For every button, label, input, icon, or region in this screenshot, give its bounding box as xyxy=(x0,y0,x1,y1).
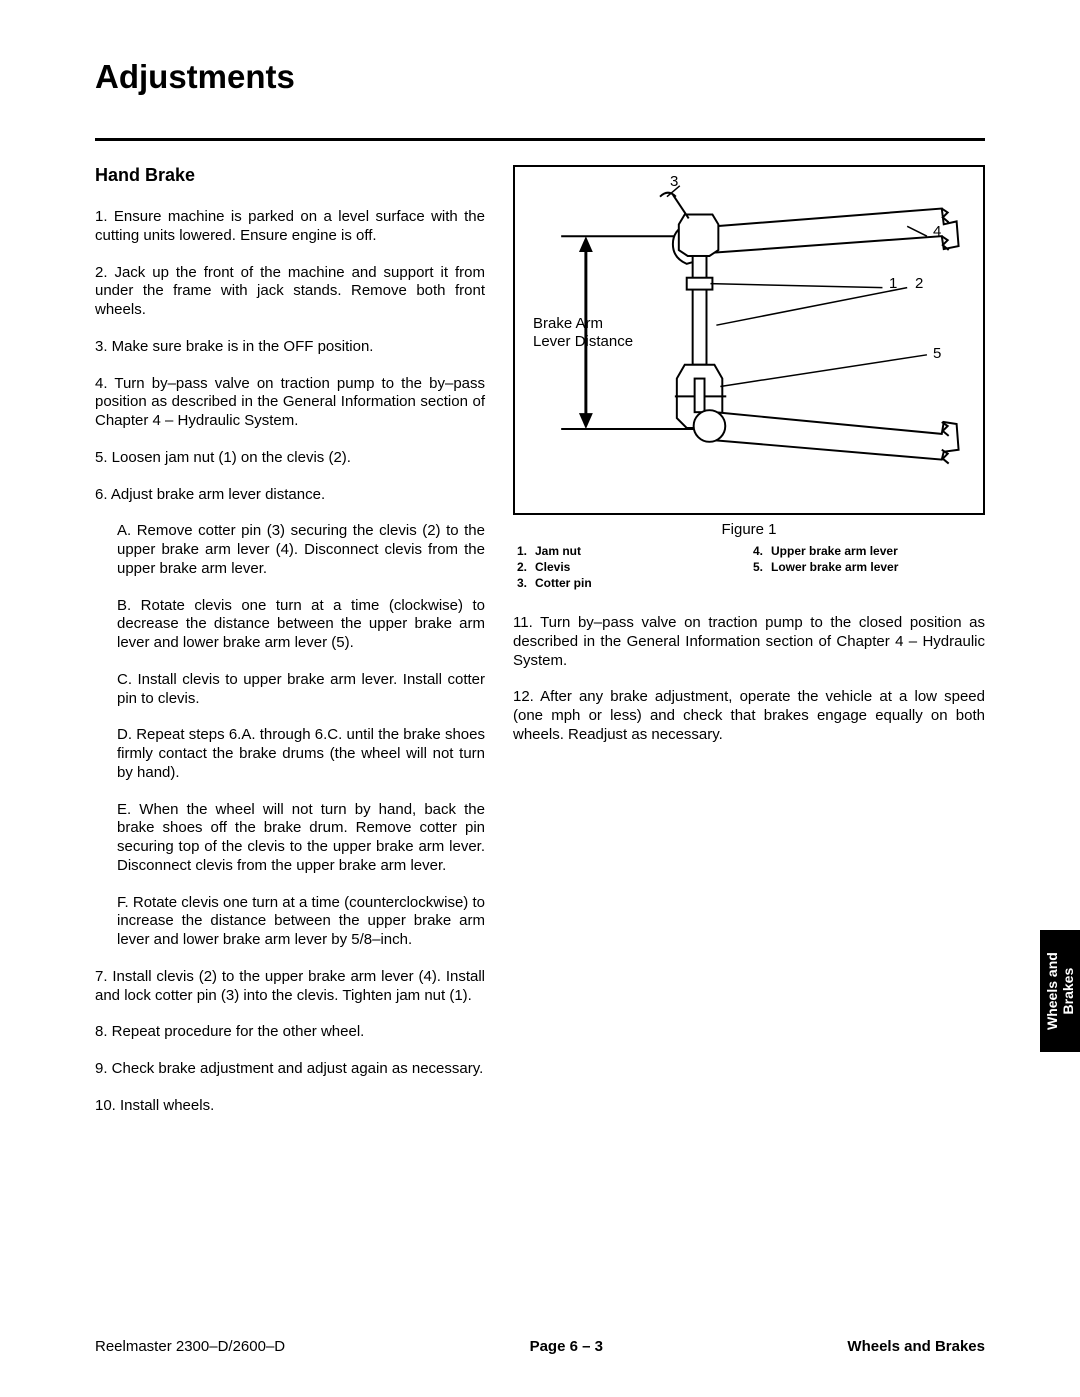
step-6c: C. Install clevis to upper brake arm lev… xyxy=(117,671,485,709)
legend-text: Clevis xyxy=(535,560,570,574)
step-6b: B. Rotate clevis one turn at a time (clo… xyxy=(117,597,485,653)
step-5: 5. Loosen jam nut (1) on the clevis (2). xyxy=(95,449,485,468)
section-tab: Wheels and Brakes xyxy=(1040,930,1080,1052)
step-6a: A. Remove cotter pin (3) securing the cl… xyxy=(117,522,485,578)
figure-caption: Figure 1 xyxy=(513,521,985,538)
legend-num: 2. xyxy=(513,560,527,574)
step-4: 4. Turn by–pass valve on traction pump t… xyxy=(95,375,485,431)
footer-left: Reelmaster 2300–D/2600–D xyxy=(95,1338,285,1355)
brake-arm-label-2: Lever Distance xyxy=(533,333,633,351)
page: Adjustments Hand Brake 1. Ensure machine… xyxy=(0,0,1080,1397)
legend-right: 4. Upper brake arm lever 5. Lower brake ar… xyxy=(749,544,985,592)
left-column: Hand Brake 1. Ensure machine is parked o… xyxy=(95,165,485,1134)
legend-text: Cotter pin xyxy=(535,576,592,590)
step-1: 1. Ensure machine is parked on a level s… xyxy=(95,208,485,246)
callout-4: 4 xyxy=(933,223,941,241)
step-11: 11. Turn by–pass valve on traction pump … xyxy=(513,614,985,670)
legend-text: Jam nut xyxy=(535,544,581,558)
step-9: 9. Check brake adjustment and adjust aga… xyxy=(95,1060,485,1079)
brake-arm-label-1: Brake Arm xyxy=(533,315,603,333)
step-6: 6. Adjust brake arm lever distance. xyxy=(95,486,485,505)
callout-2: 2 xyxy=(915,275,923,293)
callout-1: 1 xyxy=(889,275,897,293)
legend-num: 4. xyxy=(749,544,763,558)
step-8: 8. Repeat procedure for the other wheel. xyxy=(95,1023,485,1042)
step-10: 10. Install wheels. xyxy=(95,1097,485,1116)
footer-right: Wheels and Brakes xyxy=(847,1338,985,1355)
step-3: 3. Make sure brake is in the OFF positio… xyxy=(95,338,485,357)
callout-3: 3 xyxy=(670,173,678,191)
page-title: Adjustments xyxy=(95,58,985,96)
callout-5: 5 xyxy=(933,345,941,363)
legend-left: 1. Jam nut 2. Clevis 3. Cotter pin xyxy=(513,544,749,592)
step-6e: E. When the wheel will not turn by hand,… xyxy=(117,801,485,876)
step-6d: D. Repeat steps 6.A. through 6.C. until … xyxy=(117,726,485,782)
page-footer: Reelmaster 2300–D/2600–D Page 6 – 3 Whee… xyxy=(95,1338,985,1355)
step-2: 2. Jack up the front of the machine and … xyxy=(95,264,485,320)
horizontal-rule xyxy=(95,138,985,141)
section-tab-label: Wheels and Brakes xyxy=(1044,952,1076,1030)
tab-line1: Wheels and xyxy=(1044,952,1060,1030)
step-7: 7. Install clevis (2) to the upper brake… xyxy=(95,968,485,1006)
right-column: 3 4 1 2 5 Brake Arm Lever Distance Figur… xyxy=(513,165,985,1134)
figure-legend: 1. Jam nut 2. Clevis 3. Cotter pin 4. Upper … xyxy=(513,544,985,592)
section-heading: Hand Brake xyxy=(95,165,485,186)
figure-1: 3 4 1 2 5 Brake Arm Lever Distance xyxy=(513,165,985,515)
legend-num: 5. xyxy=(749,560,763,574)
footer-center: Page 6 – 3 xyxy=(530,1338,603,1355)
legend-text: Lower brake arm lever xyxy=(771,560,898,574)
tab-line2: Brakes xyxy=(1060,968,1076,1015)
step-6f: F. Rotate clevis one turn at a time (cou… xyxy=(117,894,485,950)
legend-text: Upper brake arm lever xyxy=(771,544,898,558)
legend-num: 3. xyxy=(513,576,527,590)
step-12: 12. After any brake adjustment, operate … xyxy=(513,688,985,744)
legend-num: 1. xyxy=(513,544,527,558)
columns: Hand Brake 1. Ensure machine is parked o… xyxy=(95,165,985,1134)
